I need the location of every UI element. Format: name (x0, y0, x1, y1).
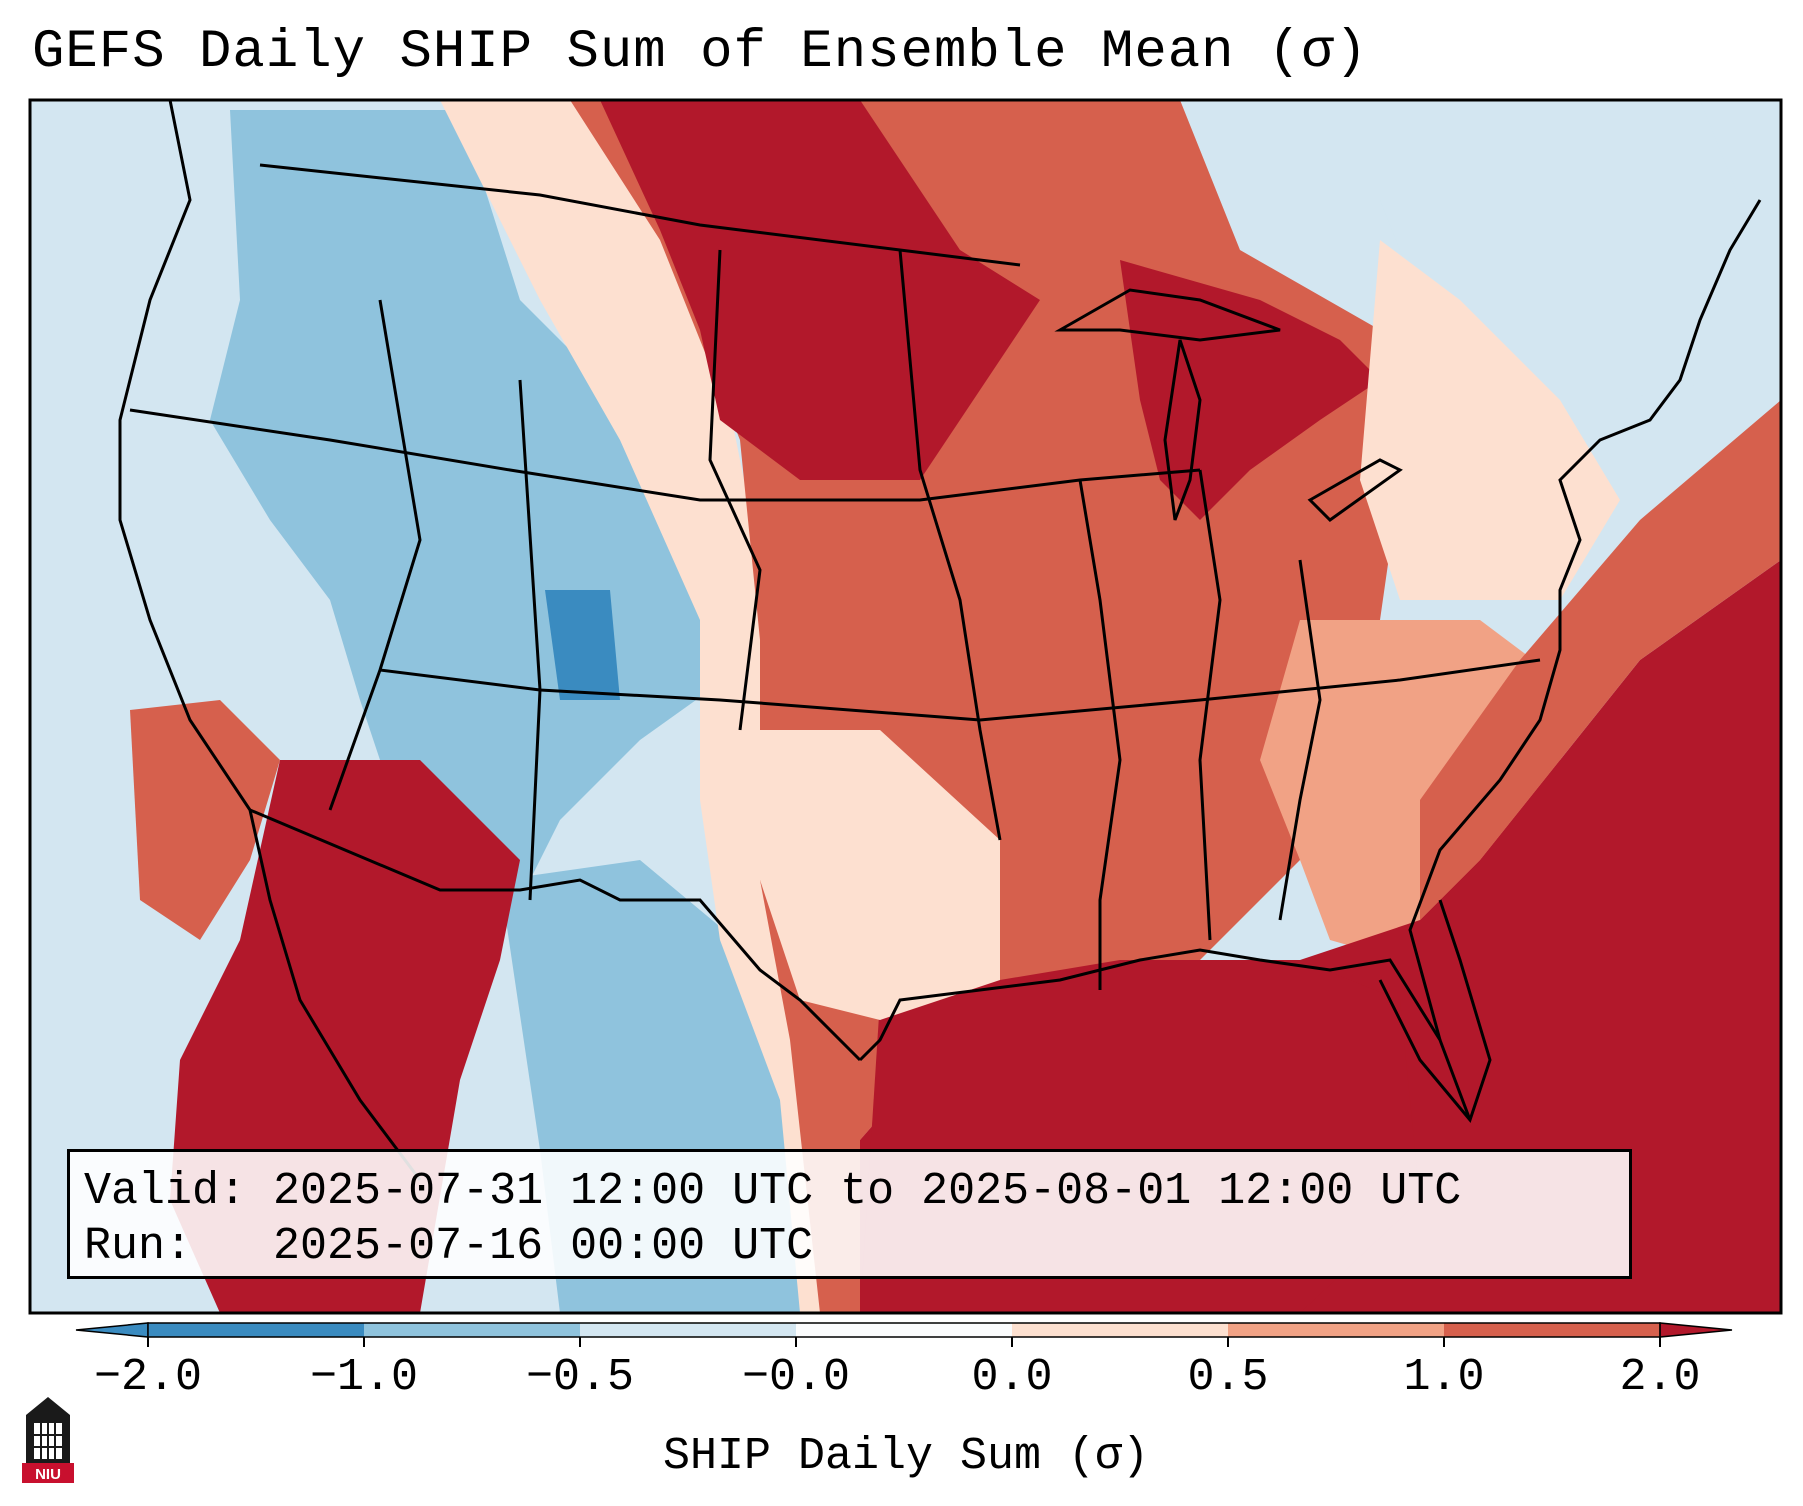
east-coastline (1408, 199, 1762, 1041)
colorbar-extend-low (75, 1322, 149, 1338)
valid-label: Valid: (84, 1166, 247, 1217)
colorbar-extend-high (1659, 1322, 1733, 1338)
colorbar-tick-label: 0.5 (1187, 1352, 1268, 1403)
colorbar-bin-5 (1228, 1323, 1445, 1337)
region-colorado-core (545, 590, 620, 700)
plot-frame (28, 98, 1783, 1315)
run-label: Run: (84, 1221, 193, 1272)
colorbar-tick-label: 0.0 (971, 1352, 1052, 1403)
colorbar-tick-label: −0.0 (742, 1352, 850, 1403)
run-value: 2025-07-16 00:00 UTC (273, 1221, 814, 1272)
state-line-5 (708, 249, 762, 731)
region-atlantic-salmon (1420, 400, 1781, 920)
great-lake-erie (1307, 458, 1403, 522)
state-line-8 (1198, 469, 1222, 941)
colorbar-tick-label: 2.0 (1619, 1352, 1700, 1403)
logo-text: NIU (35, 1466, 61, 1483)
region-texas (700, 730, 1000, 1020)
region-california-coast-red (130, 700, 280, 940)
colorbar-bin-3 (796, 1323, 1013, 1337)
region-southeast (1260, 620, 1560, 960)
colorbar-tick-label: 1.0 (1403, 1352, 1484, 1403)
map-outlines (118, 100, 1762, 1181)
heatmap-field (120, 100, 1781, 1313)
niu-logo: NIU (22, 1397, 74, 1483)
state-line-9 (1278, 559, 1322, 921)
colorbar-bin-1 (364, 1323, 581, 1337)
valid-value: 2025-07-31 12:00 UTC to 2025-08-01 12:00… (273, 1166, 1462, 1217)
colorbar-ticks: −2.0 −1.0 −0.5 −0.0 0.0 0.5 1.0 2.0 (94, 1337, 1701, 1403)
colorbar-bin-2 (580, 1323, 797, 1337)
state-line-3 (328, 299, 422, 811)
state-line-4 (518, 379, 542, 901)
info-box: Valid: 2025-07-31 12:00 UTC to 2025-08-0… (67, 1149, 1632, 1279)
mexico-border (249, 808, 862, 1062)
region-great-lakes (1120, 260, 1380, 520)
colorbar-bin-6 (1444, 1323, 1661, 1337)
colorbar-tick-label: −1.0 (310, 1352, 418, 1403)
colorbar (75, 1322, 1733, 1338)
colorbar-tick-label: −0.5 (526, 1352, 634, 1403)
state-line-7 (1078, 479, 1122, 990)
colorbar-tick-label: −2.0 (94, 1352, 202, 1403)
colorbar-bin-4 (1012, 1323, 1229, 1337)
great-lake-superior (1054, 288, 1281, 342)
state-line-6 (898, 249, 1002, 841)
great-lake-michigan (1163, 339, 1202, 521)
canada-border (259, 163, 1021, 267)
region-northeast-salmon (1360, 240, 1620, 600)
region-northern-plains (600, 100, 1040, 480)
region-northeast (1260, 100, 1740, 400)
chart-title: GEFS Daily SHIP Sum of Ensemble Mean (σ) (32, 22, 1369, 83)
florida (1378, 899, 1492, 1124)
region-mountain-west (210, 110, 710, 960)
colorbar-label: SHIP Daily Sum (σ) (663, 1431, 1149, 1482)
colorbar-bin-0 (148, 1323, 365, 1337)
gulf-coastline (858, 948, 1472, 1121)
colorbar-frame (147, 1322, 1661, 1338)
west-coastline (118, 100, 422, 1181)
